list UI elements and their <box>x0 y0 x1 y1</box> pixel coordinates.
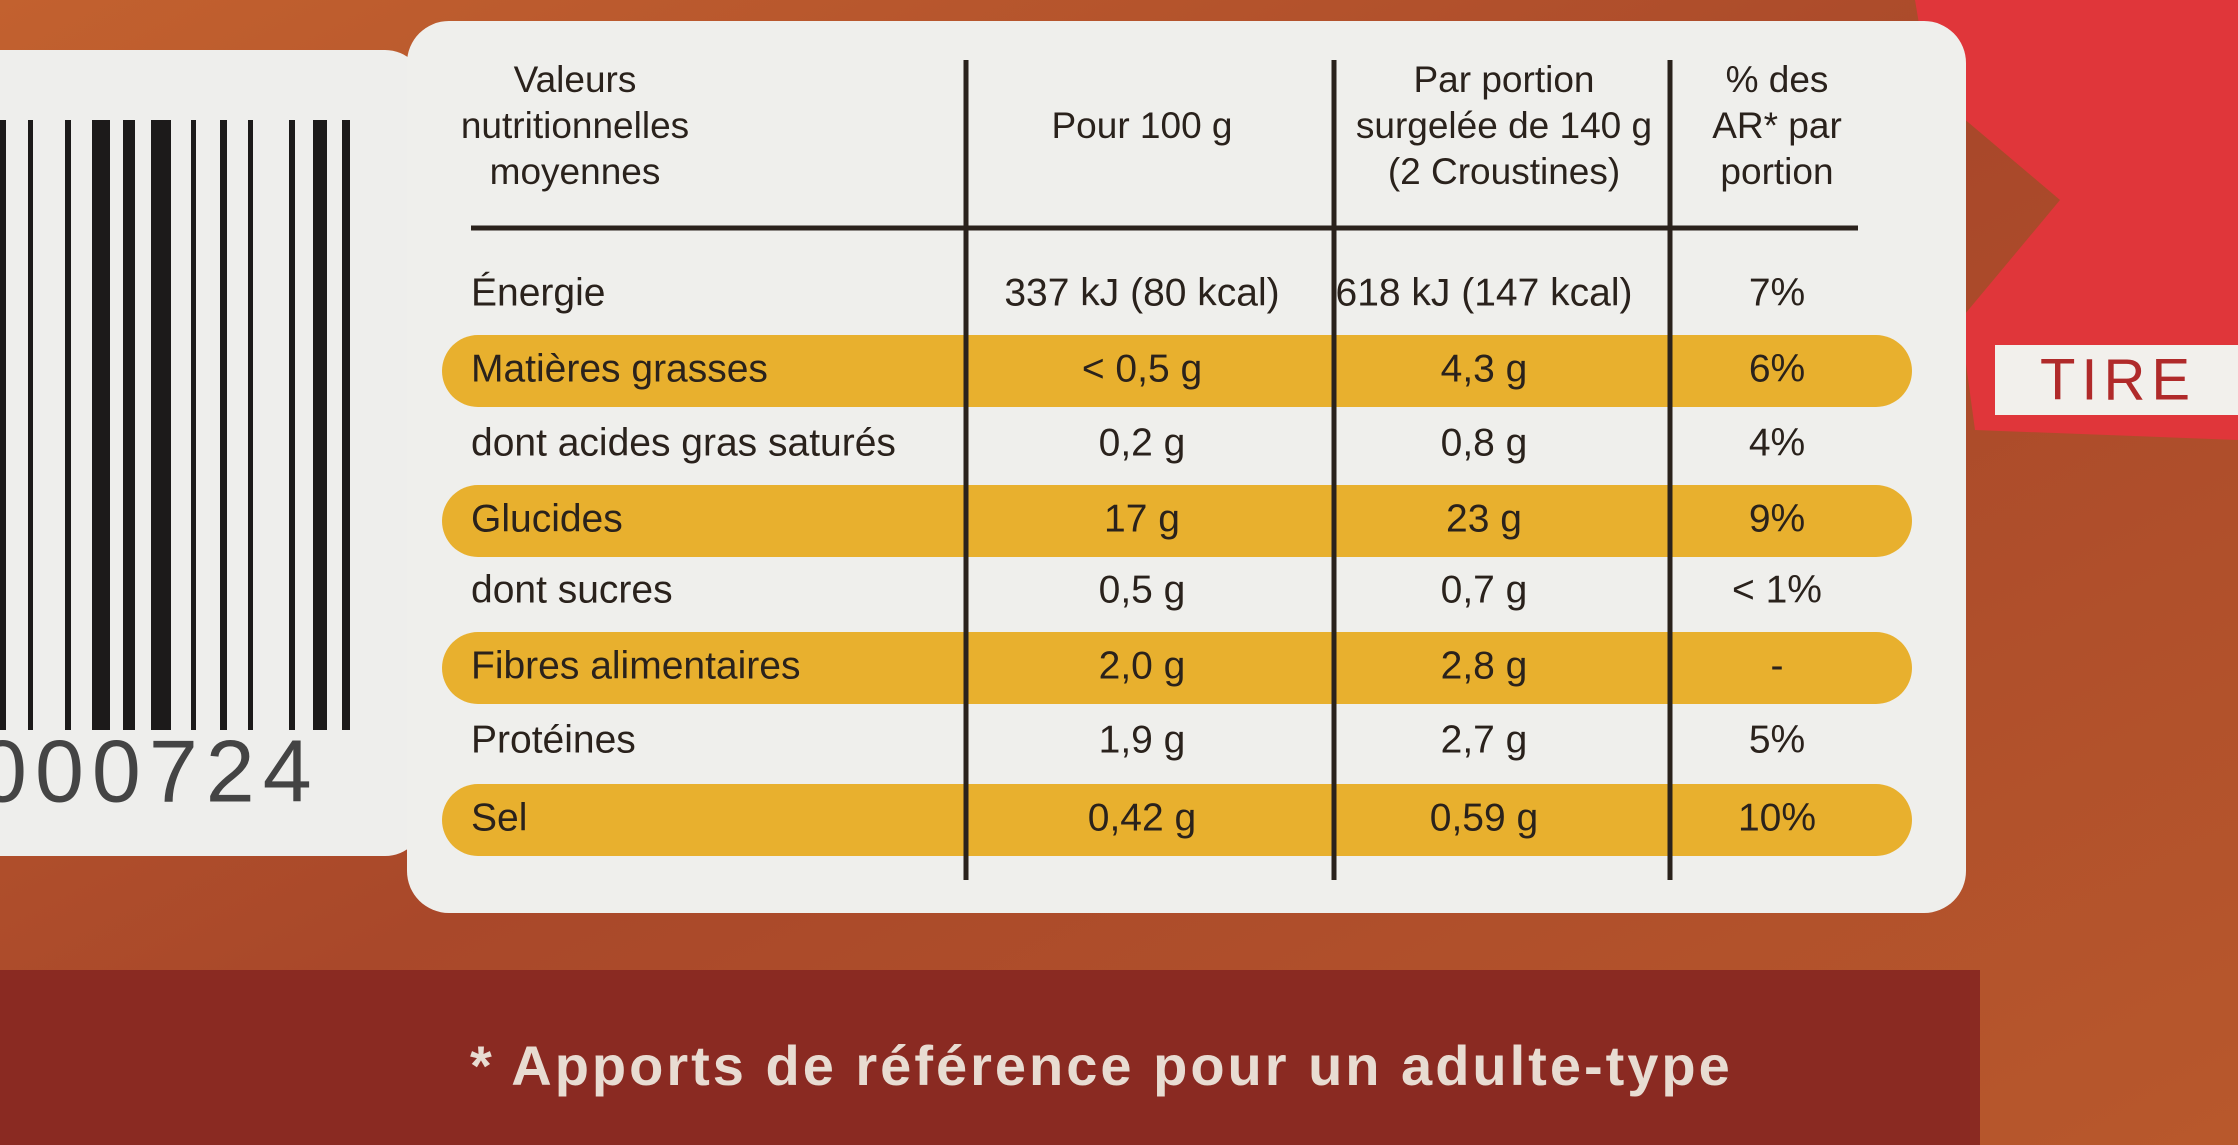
table-cell: 0,2 g <box>1099 421 1186 464</box>
table-cell: dont acides gras saturés <box>471 421 896 464</box>
bar-stripe <box>220 120 227 730</box>
table-cell: dont sucres <box>471 568 673 611</box>
table-cell: 337 kJ (80 kcal) <box>1004 271 1279 314</box>
table-cell: 23 g <box>1446 497 1522 540</box>
table-cell: 2,8 g <box>1441 644 1528 687</box>
table-cell: < 1% <box>1732 568 1822 611</box>
bar-stripe <box>123 120 135 730</box>
bar-stripe <box>92 120 110 730</box>
table-cell: 10% <box>1738 796 1816 839</box>
table-cell: Glucides <box>471 497 623 540</box>
table-cell: 618 kJ (147 kcal) <box>1336 271 1633 314</box>
header-cell: AR* par <box>1712 105 1842 146</box>
badge-text: TIRE <box>2040 347 2196 412</box>
bar-stripe <box>248 120 253 730</box>
header-cell: surgelée de 140 g <box>1356 105 1652 146</box>
nutrition-table: Valeurs nutritionnelles moyennes Pour 100 g… <box>442 59 1912 880</box>
bar-stripe <box>191 120 196 730</box>
table-cell: 0,59 g <box>1430 796 1538 839</box>
bar-stripe <box>313 120 327 730</box>
table-cell: 1,9 g <box>1099 718 1186 761</box>
header-cell: Valeurs <box>514 59 637 100</box>
table-cell: 6% <box>1749 347 1805 390</box>
barcode <box>0 120 350 730</box>
table-cell: 2,0 g <box>1099 644 1186 687</box>
table-cell: Sel <box>471 796 527 839</box>
table-cell: 17 g <box>1104 497 1180 540</box>
table-cell: 0,7 g <box>1441 568 1528 611</box>
badge-band <box>1995 345 2238 415</box>
table-cell: 2,7 g <box>1441 718 1528 761</box>
table-cell: 5% <box>1749 718 1805 761</box>
barcode-digits: 000724 <box>0 721 320 820</box>
footer-band <box>0 970 1980 1145</box>
table-cell: Énergie <box>471 271 605 314</box>
bar-stripe <box>289 120 295 730</box>
bar-stripe <box>0 120 6 730</box>
table-cell: 0,42 g <box>1088 796 1196 839</box>
badge <box>1915 0 2238 440</box>
table-cell: < 0,5 g <box>1082 347 1202 390</box>
table-cell: Fibres alimentaires <box>471 644 800 687</box>
header-cell: (2 Croustines) <box>1388 151 1620 192</box>
bar-stripe <box>342 120 350 730</box>
header-cell: moyennes <box>490 151 661 192</box>
table-cell: Protéines <box>471 718 636 761</box>
table-cell: 0,5 g <box>1099 568 1186 611</box>
table-cell: Matières grasses <box>471 347 768 390</box>
table-cell: - <box>1771 644 1784 687</box>
header-cell: Pour 100 g <box>1051 105 1232 146</box>
table-cell: 9% <box>1749 497 1805 540</box>
table-cell: 7% <box>1749 271 1805 314</box>
bar-stripe <box>65 120 71 730</box>
table-cell: 4% <box>1749 421 1805 464</box>
table-cell: 0,8 g <box>1441 421 1528 464</box>
bar-stripe <box>151 120 171 730</box>
row-highlight <box>442 632 1912 704</box>
header-cell: portion <box>1720 151 1833 192</box>
bar-stripe <box>28 120 33 730</box>
header-cell: Par portion <box>1414 59 1595 100</box>
row-highlight <box>442 485 1912 557</box>
footnote: * Apports de référence pour un adulte-ty… <box>470 1034 1733 1097</box>
row-highlight <box>442 335 1912 407</box>
row-highlight <box>442 784 1912 856</box>
header-cell: % des <box>1726 59 1829 100</box>
table-cell: 4,3 g <box>1441 347 1528 390</box>
header-cell: nutritionnelles <box>461 105 689 146</box>
